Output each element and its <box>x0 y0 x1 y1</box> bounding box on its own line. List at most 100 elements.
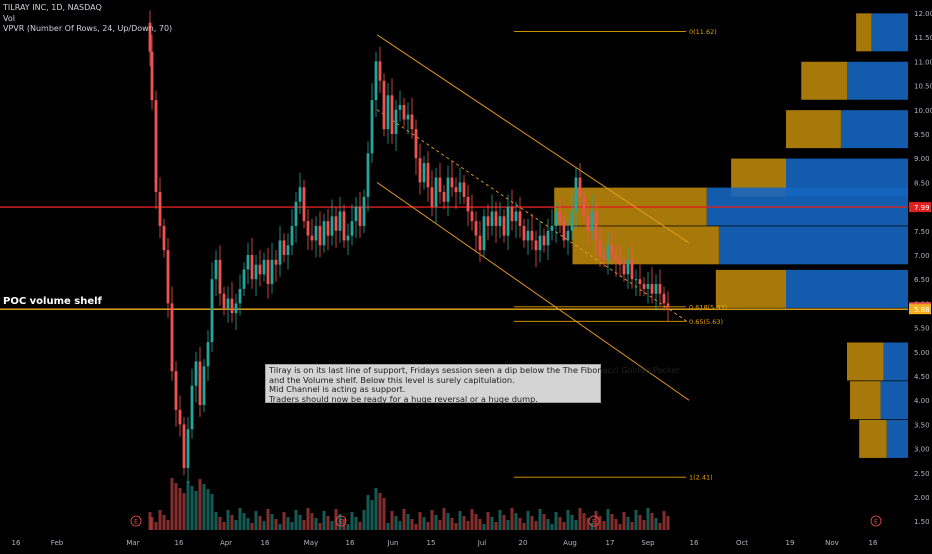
candle-body <box>538 235 542 251</box>
candle-body <box>278 240 282 265</box>
fib-level-label: 0(11.62) <box>689 28 717 36</box>
volume-bar <box>418 512 422 530</box>
volume-bar <box>402 509 406 530</box>
profile-row-down <box>859 419 887 458</box>
x-tick-label: Oct <box>736 539 748 547</box>
volume-bar <box>574 520 578 530</box>
volume-bar <box>286 517 290 530</box>
volume-bar <box>366 495 370 530</box>
candle-body <box>294 201 298 226</box>
candle-body <box>354 206 358 222</box>
volume-bar <box>570 515 574 530</box>
x-tick-label: Sep <box>641 539 655 547</box>
earnings-marker <box>130 515 142 527</box>
candle-body <box>450 177 454 188</box>
y-tick-label: 10.00 <box>914 107 932 115</box>
x-tick-label: Apr <box>220 539 232 547</box>
legend-vpvr: VPVR (Number Of Rows, 24, Up/Down, 70) <box>3 24 173 33</box>
profile-row-up <box>718 226 908 265</box>
candle-body <box>510 206 514 222</box>
volume-bar <box>226 510 230 530</box>
x-tick-label: 15 <box>427 539 436 547</box>
candle-body <box>526 230 530 241</box>
candle-body <box>422 163 426 183</box>
profile-row-down <box>572 226 719 265</box>
y-tick-label: 2.50 <box>914 470 930 478</box>
x-tick-label: May <box>304 539 318 547</box>
candle-body <box>474 221 478 236</box>
candle-body <box>218 259 222 294</box>
volume-bar <box>522 523 526 530</box>
candle-body <box>650 284 654 294</box>
volume-bar <box>602 521 606 530</box>
candle-body <box>482 216 486 251</box>
volume-bar <box>598 516 602 530</box>
volume-bar <box>338 514 342 530</box>
volume-bar <box>626 517 630 530</box>
candle-body <box>374 61 378 101</box>
volume-bar <box>210 494 214 530</box>
candle-body <box>214 259 218 280</box>
candle-body <box>318 225 322 246</box>
y-tick-label: 9.00 <box>914 155 930 163</box>
candle-body <box>438 177 442 193</box>
x-tick-label: Aug <box>563 539 577 547</box>
candle-body <box>622 264 626 275</box>
volume-bar <box>390 511 394 530</box>
candle-body <box>414 129 418 159</box>
candle-body <box>274 259 278 265</box>
volume-bar <box>214 512 218 530</box>
candle-body <box>266 259 270 285</box>
volume-bar <box>234 520 238 530</box>
candle-body <box>350 221 354 236</box>
volume-bar <box>170 478 174 530</box>
volume-bar <box>278 524 282 530</box>
volume-bar <box>526 511 530 530</box>
candle-body <box>618 259 622 265</box>
volume-bar <box>446 513 450 530</box>
volume-bar <box>294 510 298 530</box>
candle-body <box>398 104 402 110</box>
volume-bar <box>374 488 378 530</box>
y-tick-label: 2.00 <box>914 494 930 502</box>
candle-body <box>148 22 152 52</box>
volume-bar <box>618 524 622 530</box>
candle-body <box>586 216 590 231</box>
volume-bar <box>370 500 374 530</box>
candle-body <box>554 211 558 226</box>
candle-body <box>346 235 350 241</box>
candle-body <box>338 211 342 231</box>
x-tick-label: 16 <box>869 539 878 547</box>
legend-symbol: TILRAY INC, 1D, NASDAQ <box>3 3 102 12</box>
candle-body <box>578 177 582 197</box>
y-tick-label: 11.50 <box>914 34 932 42</box>
candle-body <box>458 182 462 193</box>
candle-body <box>634 279 638 281</box>
volume-bar <box>386 523 390 530</box>
y-tick-label: 9.50 <box>914 131 930 139</box>
volume-bar <box>430 510 434 530</box>
volume-bar <box>218 517 222 530</box>
annotation-note[interactable]: Tilray is on its last line of support, F… <box>265 364 680 403</box>
volume-bar <box>246 518 250 530</box>
volume-bar <box>262 521 266 530</box>
candle-body <box>610 245 614 255</box>
note-line: Mid Channel is acting as support. <box>269 384 406 395</box>
volume-bar <box>634 510 638 530</box>
candle-body <box>306 221 310 236</box>
volume-bar <box>190 486 194 530</box>
volume-bars <box>148 478 670 530</box>
profile-row-up <box>886 419 908 458</box>
volume-profile <box>554 13 908 458</box>
candle-body <box>162 225 166 251</box>
candle-body <box>402 104 406 120</box>
volume-bar <box>458 511 462 530</box>
note-line: Tilray is on its last line of support, F… <box>269 365 680 375</box>
candle-body <box>290 225 294 246</box>
candle-body <box>466 196 470 212</box>
volume-bar <box>202 484 206 530</box>
volume-bar <box>194 491 198 530</box>
volume-bar <box>302 520 306 530</box>
price-badge <box>909 304 931 315</box>
